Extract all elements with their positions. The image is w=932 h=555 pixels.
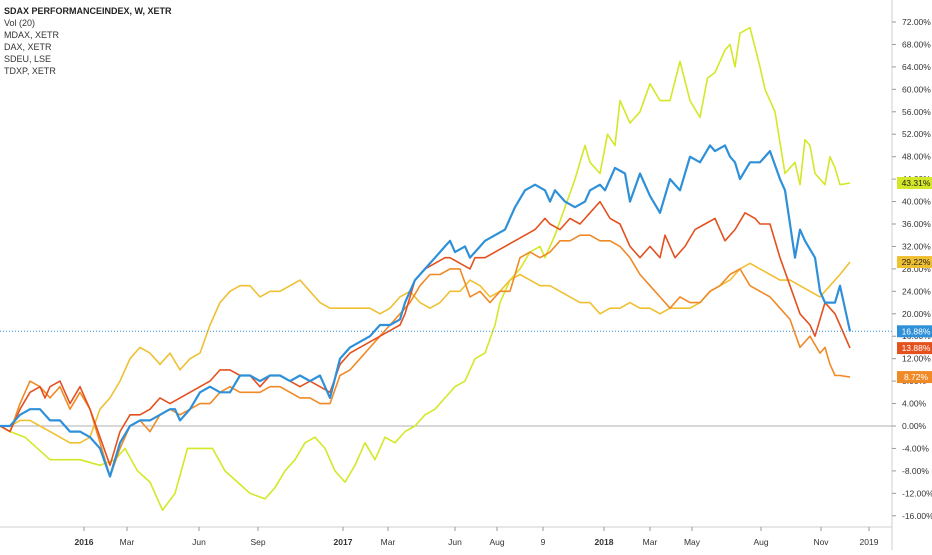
x-tick-label: Nov: [813, 537, 829, 547]
last-value-badge: [897, 176, 932, 189]
y-tick-label: 64.00%: [902, 62, 931, 72]
x-tick-label: 9: [541, 537, 546, 547]
y-tick-label: 52.00%: [902, 129, 931, 139]
y-tick-label: -16.00%: [902, 511, 932, 521]
y-tick-label: 20.00%: [902, 309, 931, 319]
last-value-badge: [897, 342, 932, 355]
x-tick-label: Jun: [192, 537, 206, 547]
x-tick-label: 2016: [75, 537, 94, 547]
series-line-1[interactable]: [0, 144, 852, 478]
y-tick-label: 4.00%: [902, 399, 927, 409]
x-tick-label: 2018: [595, 537, 614, 547]
last-value-label: 16.88%: [902, 326, 931, 336]
y-tick-label: 56.00%: [902, 107, 931, 117]
last-value-badge: [897, 325, 932, 338]
legend-vol[interactable]: Vol (20): [4, 18, 36, 28]
y-tick-label: -12.00%: [902, 488, 932, 498]
y-tick-label: 72.00%: [902, 17, 931, 27]
x-tick-label: 2017: [334, 537, 353, 547]
legend-item-dax[interactable]: DAX, XETR: [4, 42, 52, 52]
y-tick-label: 48.00%: [902, 152, 931, 162]
x-tick-label: Aug: [753, 537, 768, 547]
y-tick-label: 0.00%: [902, 421, 927, 431]
y-tick-label: 12.00%: [902, 354, 931, 364]
x-tick-label: Aug: [489, 537, 504, 547]
x-tick-label: Mar: [643, 537, 658, 547]
x-tick-label: Mar: [120, 537, 135, 547]
x-tick-label: Sep: [250, 537, 265, 547]
legend-item-mdax[interactable]: MDAX, XETR: [4, 30, 60, 40]
last-value-badge: [897, 371, 932, 384]
y-tick-label: 36.00%: [902, 219, 931, 229]
last-value-label: 8.72%: [904, 372, 929, 382]
x-tick-label: 2019: [860, 537, 879, 547]
x-tick-label: Mar: [381, 537, 396, 547]
legend-item-sdeu[interactable]: SDEU, LSE: [4, 54, 52, 64]
legend-title[interactable]: SDAX PERFORMANCEINDEX, W, XETR: [4, 6, 172, 16]
y-tick-label: -4.00%: [902, 443, 929, 453]
y-tick-label: 32.00%: [902, 241, 931, 251]
series-line-4[interactable]: [0, 234, 851, 478]
x-tick-label: May: [684, 537, 701, 547]
last-value-label: 43.31%: [902, 178, 931, 188]
y-tick-label: 60.00%: [902, 84, 931, 94]
x-tick-label: Jun: [448, 537, 462, 547]
y-tick-label: -8.00%: [902, 466, 929, 476]
y-tick-label: 28.00%: [902, 264, 931, 274]
y-tick-label: 40.00%: [902, 197, 931, 207]
last-value-label: 13.88%: [902, 343, 931, 353]
legend: SDAX PERFORMANCEINDEX, W, XETR Vol (20) …: [4, 5, 172, 77]
y-tick-label: 68.00%: [902, 39, 931, 49]
last-value-label: 29.22%: [902, 257, 931, 267]
legend-item-tdxp[interactable]: TDXP, XETR: [4, 66, 56, 76]
series-line-2[interactable]: [0, 200, 851, 467]
y-tick-label: 24.00%: [902, 286, 931, 296]
last-value-badge: [897, 256, 932, 269]
